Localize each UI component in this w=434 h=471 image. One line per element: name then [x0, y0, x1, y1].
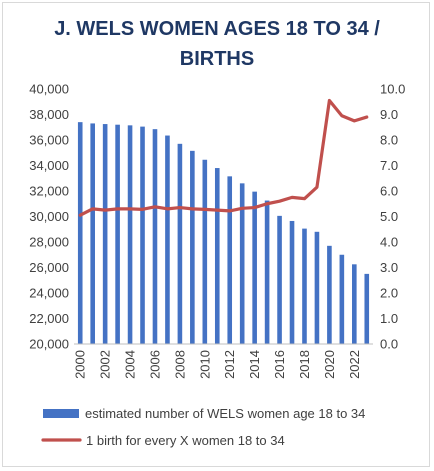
y-left-tick-label: 22,000	[29, 311, 69, 326]
bar-2003	[115, 124, 120, 344]
y-right-tick-label: 1.0	[380, 311, 398, 326]
y-right-tick-label: 5.0	[380, 209, 398, 224]
y-right-tick-label: 2.0	[380, 286, 398, 301]
bar-2016	[277, 215, 282, 344]
y-left-tick-label: 34,000	[29, 158, 69, 173]
y-right-tick-label: 6.0	[380, 184, 398, 199]
x-tick-label: 2022	[347, 350, 362, 379]
y-right-tick-label: 7.0	[380, 158, 398, 173]
bar-2010	[202, 159, 208, 344]
y-left-tick-label: 38,000	[29, 107, 69, 122]
legend-label-bars: estimated number of WELS women age 18 to…	[85, 406, 365, 421]
x-tick-label: 2006	[147, 350, 162, 379]
y-left-tick-label: 20,000	[29, 337, 69, 352]
bar-2015	[264, 200, 270, 344]
bar-2011	[214, 168, 220, 344]
y-left-tick-label: 36,000	[29, 133, 69, 148]
bar-2001	[90, 123, 95, 345]
x-tick-label: 2020	[322, 350, 337, 379]
bar-2021	[339, 254, 345, 344]
y-right-tick-label: 4.0	[380, 235, 398, 250]
x-tick-label: 2014	[247, 350, 262, 379]
bar-2002	[102, 124, 108, 344]
bar-2023	[364, 273, 370, 345]
x-tick-label: 2010	[197, 350, 212, 379]
x-tick-label: 2000	[73, 350, 88, 379]
y-left-tick-label: 40,000	[29, 82, 69, 97]
x-tick-label: 2018	[297, 350, 312, 379]
y-left-tick-label: 32,000	[29, 184, 69, 199]
bar-2018	[302, 228, 307, 344]
series-line-births	[78, 98, 369, 217]
y-right-tick-label: 3.0	[380, 260, 398, 275]
bar-2009	[190, 150, 195, 344]
chart-title: J. WELS WOMEN AGES 18 TO 34 / BIRTHS	[0, 14, 434, 74]
legend-label-line: 1 birth for every X women 18 to 34	[86, 433, 285, 448]
bar-2020	[327, 245, 332, 344]
bar-2008	[177, 143, 183, 344]
y-left-tick-label: 24,000	[29, 286, 69, 301]
x-tick-label: 2016	[272, 350, 287, 379]
y-right-tick-label: 8.0	[380, 133, 398, 148]
bar-2000	[77, 122, 83, 345]
y-right-tick-label: 9.0	[380, 107, 398, 122]
x-tick-label: 2012	[222, 350, 237, 379]
y-left-tick-label: 26,000	[29, 260, 69, 275]
bar-2007	[165, 135, 170, 344]
y-left-tick-label: 28,000	[29, 235, 69, 250]
x-tick-label: 2008	[172, 350, 187, 379]
chart-title-line-1: J. WELS WOMEN AGES 18 TO 34 /	[54, 18, 380, 40]
x-tick-label: 2004	[123, 350, 138, 379]
chart-title-line-2: BIRTHS	[179, 48, 255, 70]
bar-2019	[314, 231, 320, 344]
bar-2017	[289, 220, 295, 344]
bar-2013	[239, 183, 245, 344]
legend-swatch-bars	[43, 409, 79, 418]
y-left-tick-label: 30,000	[29, 209, 69, 224]
bar-2004	[127, 125, 133, 344]
x-tick-label: 2002	[98, 350, 113, 379]
y-right-tick-label: 10.0	[380, 82, 405, 97]
bar-2012	[227, 176, 233, 344]
y-right-tick-label: 0.0	[380, 337, 398, 352]
bar-2005	[140, 126, 145, 344]
bar-2014	[252, 191, 257, 344]
bar-2006	[152, 129, 158, 344]
bar-2022	[352, 264, 357, 344]
